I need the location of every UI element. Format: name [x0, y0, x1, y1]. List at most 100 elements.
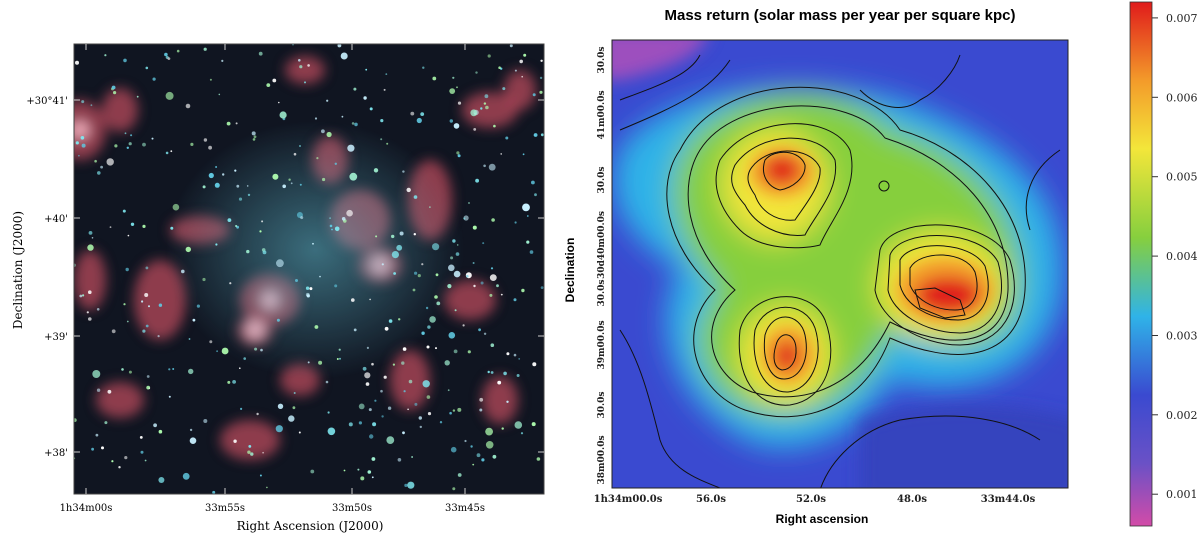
- star: [233, 439, 237, 443]
- star: [262, 451, 264, 454]
- star: [346, 209, 353, 217]
- star: [429, 316, 436, 323]
- map-ytick-label: 30.0s: [597, 47, 607, 74]
- left-x-axis-label: Right Ascension (J2000): [237, 519, 384, 533]
- map-x-axis-label: Right ascension: [776, 512, 869, 526]
- star: [130, 134, 133, 137]
- star: [343, 469, 346, 472]
- star: [258, 51, 263, 56]
- star: [422, 380, 430, 388]
- star: [416, 117, 422, 124]
- star: [126, 320, 129, 323]
- star: [88, 317, 92, 321]
- star: [447, 389, 450, 392]
- star: [410, 111, 415, 116]
- star: [172, 368, 175, 370]
- star: [314, 117, 318, 120]
- star: [532, 362, 537, 367]
- star: [414, 402, 418, 406]
- star: [145, 266, 149, 270]
- star: [435, 273, 439, 277]
- star: [252, 138, 256, 141]
- star: [182, 472, 190, 480]
- star: [464, 439, 467, 443]
- star: [349, 172, 358, 181]
- star: [531, 422, 536, 427]
- star: [196, 304, 200, 308]
- star: [250, 452, 254, 456]
- star: [192, 318, 196, 322]
- map-xtick-label: 56.0s: [696, 494, 726, 505]
- star: [188, 368, 194, 375]
- star: [531, 180, 535, 185]
- star: [514, 69, 517, 72]
- star: [432, 76, 437, 81]
- star: [368, 408, 372, 412]
- star: [468, 202, 470, 204]
- star: [96, 388, 101, 392]
- colorbar-tick-label: 0.004: [1166, 250, 1198, 263]
- star: [325, 380, 329, 384]
- star: [79, 294, 83, 298]
- star: [386, 142, 389, 145]
- star: [450, 446, 457, 453]
- left-image-panel: +30°41' +40' +39' +38' 1h34m00s 33m55s 3…: [11, 43, 545, 533]
- star: [309, 287, 313, 291]
- star: [227, 218, 232, 223]
- star: [457, 154, 461, 158]
- star-field: [74, 44, 544, 494]
- star: [336, 358, 339, 360]
- star: [478, 328, 481, 332]
- star: [306, 294, 310, 298]
- star: [417, 274, 421, 278]
- star: [81, 100, 85, 104]
- star: [256, 412, 259, 416]
- star: [404, 483, 408, 487]
- star: [454, 309, 457, 312]
- star: [314, 325, 319, 329]
- star: [282, 184, 287, 189]
- star: [505, 136, 509, 140]
- star: [123, 303, 126, 306]
- emission-region: [96, 382, 144, 418]
- star: [276, 259, 284, 268]
- star: [310, 469, 315, 474]
- star: [326, 131, 332, 138]
- star: [353, 87, 357, 91]
- star: [279, 111, 287, 119]
- star: [142, 224, 146, 228]
- star: [145, 324, 149, 328]
- star: [266, 486, 268, 489]
- emission-region: [504, 70, 536, 110]
- star: [243, 357, 246, 360]
- star: [533, 133, 538, 137]
- map-ytick-label: 30.0s: [597, 167, 607, 194]
- star: [246, 185, 249, 187]
- star: [485, 105, 489, 110]
- star: [334, 226, 340, 232]
- map-ytick-label: 38m00.0s: [597, 435, 607, 484]
- star: [526, 240, 530, 244]
- star: [485, 441, 494, 449]
- star: [235, 225, 238, 227]
- star: [316, 157, 319, 160]
- star: [472, 225, 477, 230]
- star: [402, 170, 405, 173]
- star: [326, 99, 329, 102]
- star: [418, 416, 422, 420]
- star: [337, 44, 342, 48]
- star: [202, 185, 206, 189]
- star: [401, 361, 405, 365]
- star: [434, 295, 438, 299]
- star: [360, 476, 365, 481]
- colorbar-tick-label: 0.002: [1166, 409, 1198, 422]
- star: [127, 234, 130, 237]
- star: [492, 454, 497, 459]
- star: [436, 301, 441, 306]
- star: [380, 138, 383, 141]
- star: [393, 272, 396, 275]
- star: [483, 102, 487, 105]
- star: [95, 433, 99, 437]
- star: [426, 345, 430, 349]
- star: [452, 76, 455, 79]
